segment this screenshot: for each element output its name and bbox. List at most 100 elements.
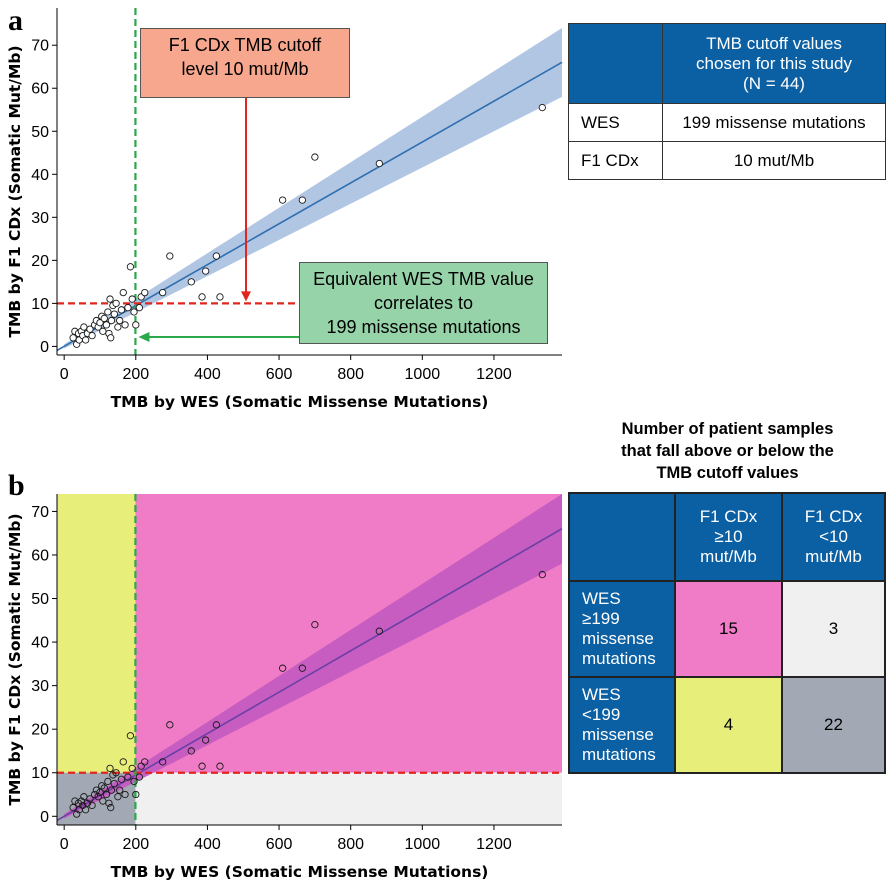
count-cell-lower-right: 3 (781, 580, 886, 678)
x-tick-label: 1200 (476, 366, 512, 383)
data-point (112, 769, 120, 777)
data-point (212, 721, 221, 729)
cutoff-callout: F1 CDx TMB cutoff level 10 mut/Mb (140, 28, 350, 98)
x-tick-label: 800 (337, 366, 364, 383)
data-point (121, 321, 129, 329)
data-point (107, 334, 115, 342)
quadrant-upper-left (57, 494, 136, 773)
data-point (94, 793, 102, 801)
data-point (105, 799, 113, 807)
data-point (96, 319, 104, 327)
data-point (132, 790, 140, 799)
data-point (137, 762, 145, 770)
count-cell-upper-right: 15 (674, 580, 783, 678)
x-tick-label: 0 (60, 836, 69, 853)
data-point (102, 790, 111, 799)
cutoff-callout-line-2: level 10 mut/Mb (181, 59, 309, 79)
equivalent-callout-line-3: 199 missense mutations (326, 317, 521, 337)
col-header-line: F1 CDx (699, 507, 758, 526)
data-point (114, 323, 122, 331)
contingency-col-header: F1 CDx <10 mut/Mb (781, 492, 886, 582)
col-header-line: mut/Mb (805, 547, 862, 566)
y-axis-title: TMB by F1 CDx (Somatic Mut/Mb) (6, 513, 24, 805)
data-point (124, 304, 132, 312)
data-point (216, 762, 224, 770)
data-point (135, 304, 144, 312)
data-point (135, 773, 144, 781)
y-tick-label: 50 (31, 124, 49, 141)
data-point (107, 786, 116, 794)
contingency-col-header: F1 CDx ≥10 mut/Mb (674, 492, 783, 582)
data-point (311, 621, 319, 629)
data-point (121, 790, 129, 799)
data-point (112, 299, 120, 308)
data-point (82, 336, 90, 344)
data-point (114, 793, 122, 801)
data-point (80, 323, 88, 331)
y-tick-label: 10 (31, 765, 49, 782)
data-point (106, 764, 114, 773)
data-point (102, 321, 111, 329)
data-point (141, 288, 149, 297)
x-tick-label: 600 (266, 836, 293, 853)
data-point (538, 570, 546, 579)
x-tick-label: 1000 (405, 836, 441, 853)
data-point (132, 321, 140, 329)
cutoff-table-row-label: WES (568, 103, 663, 142)
x-tick-label: 1000 (405, 366, 441, 383)
cutoff-table-row-value: 199 missense mutations (662, 103, 886, 142)
data-point (187, 747, 195, 755)
cutoff-table-row-value: 10 mut/Mb (662, 141, 886, 180)
x-tick-label: 200 (122, 366, 149, 383)
data-point (117, 306, 126, 314)
x-axis-title: TMB by WES (Somatic Missense Mutations) (111, 863, 489, 881)
contingency-row-header: WES <199 missense mutations (568, 676, 676, 774)
data-point (216, 293, 224, 301)
cutoff-callout-line-1: F1 CDx TMB cutoff (168, 35, 322, 55)
cutoff-table-row: WES 199 missense mutations (568, 103, 886, 142)
data-point (124, 773, 132, 781)
count-cell-lower-left: 22 (781, 676, 886, 774)
count-cell-upper-left: 4 (674, 676, 783, 774)
data-point (86, 325, 94, 333)
col-header-line: ≥10 (714, 527, 743, 546)
equivalent-callout-line-2: correlates to (373, 293, 474, 313)
data-point (375, 159, 383, 168)
data-point (130, 777, 138, 786)
data-point (100, 784, 108, 792)
contingency-row-header: WES ≥199 missense mutations (568, 580, 676, 678)
data-point (107, 316, 116, 325)
data-point (96, 788, 104, 796)
row-header-line: missense (582, 629, 654, 648)
cutoff-table-header-line-2: chosen for this study (696, 53, 852, 73)
data-point (73, 810, 81, 818)
row-header-line: mutations (582, 745, 656, 764)
y-tick-label: 40 (31, 167, 49, 184)
cutoff-table-header: TMB cutoff values chosen for this study … (662, 23, 886, 104)
row-header-line: WES (582, 685, 621, 704)
data-point (117, 775, 126, 783)
row-header-line: WES (582, 589, 621, 608)
panel-b-title-line-1: Number of patient samples (621, 420, 834, 438)
scatter-plot-a: 0 10 20 30 40 50 60 70 0 200 400 600 800 1000 1200 TMB … (6, 8, 563, 411)
data-point (141, 758, 149, 766)
data-point (110, 310, 118, 318)
data-point (311, 153, 319, 161)
data-point (106, 295, 114, 303)
cutoff-table-header-row: TMB cutoff values chosen for this study … (568, 23, 886, 104)
equivalent-callout: Equivalent WES TMB value correlates to 1… (299, 262, 548, 344)
cutoff-arrow-head (241, 291, 251, 302)
data-point (201, 267, 210, 275)
y-tick-label: 30 (31, 678, 49, 695)
data-point (298, 664, 306, 672)
data-point (201, 736, 210, 744)
regression-line (56, 528, 563, 822)
data-point (99, 327, 107, 335)
data-point (375, 627, 383, 635)
data-point (298, 196, 306, 204)
y-tick-label: 70 (31, 38, 49, 55)
data-point (107, 803, 115, 812)
cutoff-table-header-line-1: TMB cutoff values (706, 33, 842, 53)
panel-letter-a: a (8, 4, 23, 37)
